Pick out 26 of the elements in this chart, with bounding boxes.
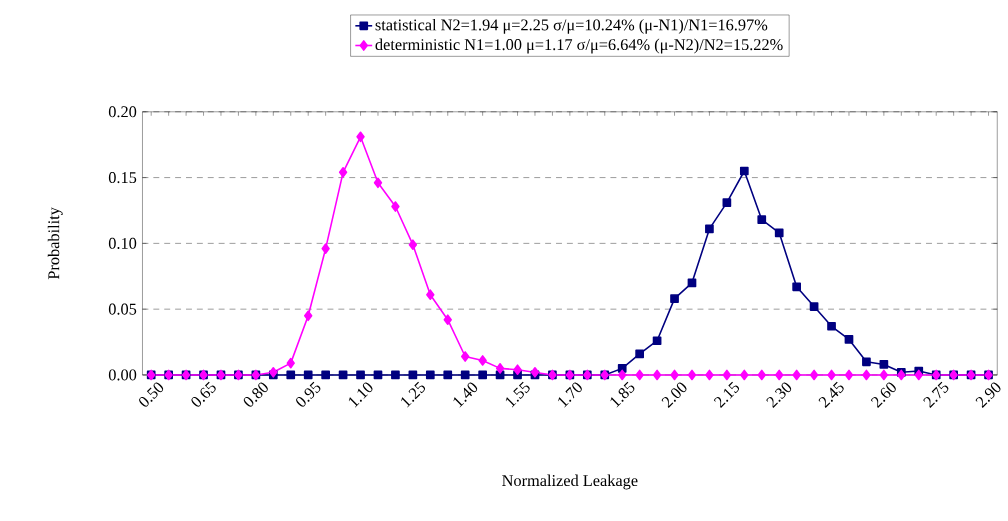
y-tick-label: 0.15 <box>108 171 137 183</box>
x-tick-label: 2.45 <box>818 381 844 408</box>
x-tick-label: 1.85 <box>610 381 635 408</box>
y-tick-label: 0.10 <box>108 237 137 249</box>
x-tick-label: 2.60 <box>870 382 896 408</box>
y-tick-label: 0.00 <box>108 369 137 381</box>
x-axis-title: Normalized Leakage <box>502 474 638 490</box>
x-tick-label: 1.55 <box>505 381 530 408</box>
legend-label: deterministic N1=1.00 μ=1.17 σ/μ=6.64% (μ-N2)/N2=15.22% <box>375 38 783 54</box>
x-tick-label: 2.30 <box>766 382 792 408</box>
x-tick-label: 0.65 <box>191 381 216 407</box>
x-tick-label: 0.95 <box>296 381 321 407</box>
y-axis-title: Probability <box>47 206 63 279</box>
x-tick-label: 1.25 <box>401 381 426 408</box>
x-tick-label: 1.70 <box>558 382 582 408</box>
x-tick-label: 2.15 <box>713 381 740 408</box>
y-tick-label: 0.20 <box>108 106 137 118</box>
x-tick-label: 0.50 <box>139 382 164 407</box>
x-tick-label: 1.10 <box>348 382 373 408</box>
y-tick-label: 0.05 <box>108 303 137 315</box>
x-tick-label: 2.75 <box>923 381 949 408</box>
x-tick-label: 2.00 <box>661 382 687 408</box>
x-tick-label: 1.40 <box>453 382 478 408</box>
x-tick-label: 0.80 <box>243 382 268 407</box>
x-tick-label: 2.90 <box>975 382 1001 408</box>
legend-label: statistical N2=1.94 μ=2.25 σ/μ=10.24% (μ-N1)/N1=16.97% <box>375 18 768 34</box>
